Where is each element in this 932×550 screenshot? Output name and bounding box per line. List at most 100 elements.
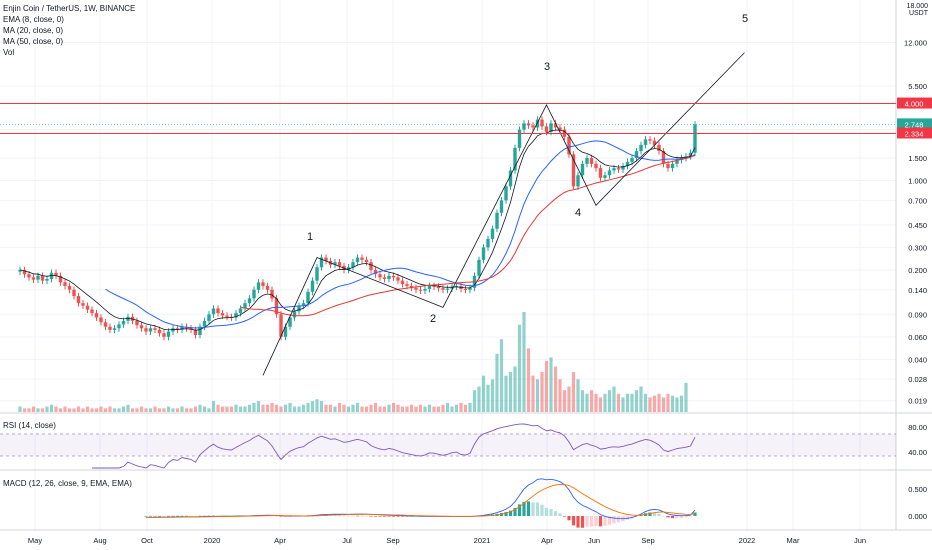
volume-bar [45,406,49,412]
volume-bar [229,406,234,412]
macd-histogram-bar [189,515,193,517]
volume-bar [508,372,513,412]
candle-body [306,291,310,304]
candle-body [369,262,373,270]
macd-histogram-bar [193,515,198,517]
candle-body [274,298,279,315]
candle-body [634,151,639,159]
volume-bar [337,402,342,412]
volume-bar [333,406,337,412]
candle-body [108,326,112,330]
volume-bar [544,361,549,412]
volume-legend[interactable]: Vol [3,48,15,57]
volume-bar [576,379,580,412]
volume-bar [166,406,171,412]
macd-histogram-bar [639,514,643,516]
candle-body [40,275,45,281]
macd-histogram-bar [364,515,369,517]
macd-histogram-bar [400,516,405,517]
time-tick-label: Jun [854,536,866,545]
volume-bar [675,397,679,412]
volume-bar [216,404,220,412]
volume-bar [49,404,54,412]
macd-histogram-bar [274,515,279,517]
candle-body [441,288,445,290]
volume-bar [324,404,328,412]
candle-body [517,129,522,148]
candle-body [288,317,292,327]
candle-body [193,329,198,335]
macd-histogram-bar [612,516,616,524]
volume-bar [562,390,567,412]
candle-body [463,288,468,290]
candle-body [567,136,571,155]
macd-histogram-bar [144,515,148,517]
price-tag-text: 4.000 [905,100,924,109]
candle-body [495,212,499,229]
candle-body [225,315,229,317]
candle-body [423,288,427,291]
volume-bar [18,406,22,412]
candle-body [486,238,490,248]
volume-bar [639,386,643,412]
candle-body [571,154,576,187]
wave-label-5: 5 [742,13,748,25]
ma50-legend[interactable]: MA (50, close, 0) [3,37,64,46]
time-tick-label: Jun [588,536,600,545]
volume-bar [603,393,607,412]
ma20-legend[interactable]: MA (20, close, 0) [3,26,64,35]
candle-body [36,275,40,280]
volume-bar [661,397,666,412]
volume-bar [27,408,31,412]
wave-label-4: 4 [575,207,581,219]
macd-histogram-bar [580,516,585,528]
time-tick-label: Mar [787,536,800,545]
macd-histogram-bar [378,516,382,517]
volume-bar [684,382,688,412]
candle-body [603,175,607,178]
volume-bar [400,406,405,412]
price-tick-label: 0.040 [908,355,927,364]
rsi-title[interactable]: RSI (14, close) [3,421,56,430]
macd-histogram-bar [355,515,360,517]
price-tick-label: 0.450 [908,221,927,230]
candle-body [594,163,598,169]
macd-histogram-bar [333,515,337,516]
candle-body [661,151,666,164]
volume-bar [103,408,108,412]
volume-bar [234,404,238,412]
volume-bar [40,408,45,412]
volume-bar [481,375,486,412]
price-tick-label: 0.300 [908,243,927,252]
volume-bar [445,402,450,412]
volume-bar [589,390,594,412]
volume-bar [112,408,117,412]
macd-histogram-bar [198,515,202,517]
macd-histogram-bar [648,512,652,516]
macd-histogram-bar [157,515,162,517]
volume-bar [306,402,310,412]
volume-bar [414,406,418,412]
volume-bar [148,408,153,412]
ema-legend[interactable]: EMA (8, close, 0) [3,15,64,24]
volume-bar [243,406,247,412]
candle-body [175,328,180,330]
candle-body [405,284,409,286]
candle-body [396,277,400,281]
price-tick-label: 0.200 [908,266,927,275]
macd-histogram-bar [373,516,378,517]
candle-body [468,287,472,290]
volume-bar [315,399,319,412]
macd-histogram-bar [166,515,171,517]
candle-body [166,331,171,337]
candle-body [630,158,634,162]
volume-bar [486,384,490,412]
candle-body [535,119,540,128]
candle-body [616,168,621,170]
volume-bar [364,406,369,412]
volume-bar [283,404,288,412]
candle-body [513,147,517,171]
macd-title[interactable]: MACD (12, 26, close, 9, EMA, EMA) [3,479,132,488]
symbol-title: Enjin Coin / TetherUS, 1W, BINANCE [3,4,136,13]
